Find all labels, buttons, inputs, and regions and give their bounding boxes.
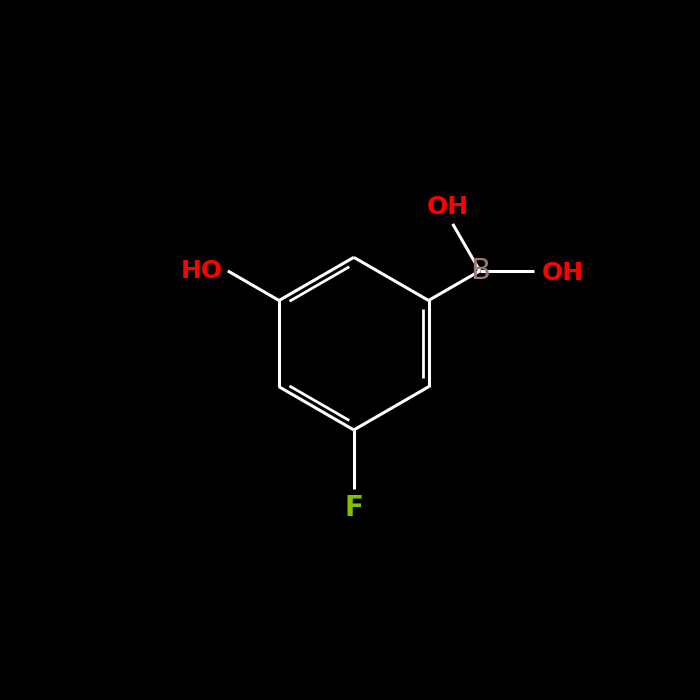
Text: OH: OH xyxy=(427,195,469,219)
Text: B: B xyxy=(470,257,490,285)
Text: F: F xyxy=(344,494,363,522)
Text: HO: HO xyxy=(181,259,223,283)
Text: OH: OH xyxy=(542,261,584,286)
